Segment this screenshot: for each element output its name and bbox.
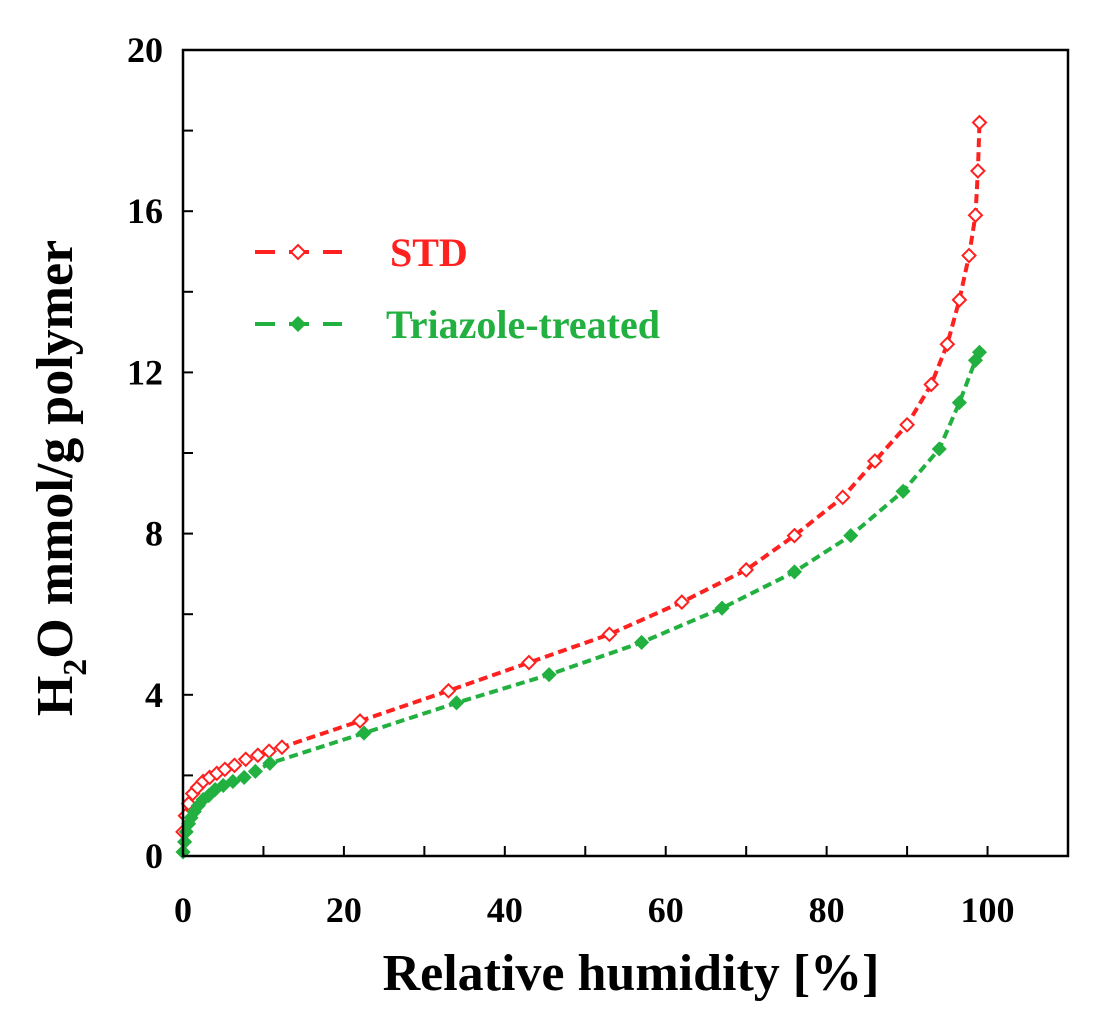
data-point (971, 344, 988, 360)
data-point (236, 769, 252, 785)
data-point (247, 763, 263, 779)
data-point (843, 528, 859, 544)
data-point (262, 755, 278, 771)
x-tick-label: 100 (961, 890, 1015, 930)
data-point (834, 489, 851, 506)
legend-entry: Triazole-treated (255, 302, 660, 347)
data-point (738, 561, 755, 578)
data-point (939, 336, 956, 353)
data-point (923, 376, 940, 393)
data-point (951, 291, 968, 308)
axis-ticks: 0 20 40 60 80 100 0 4 8 12 16 20 (127, 30, 1015, 930)
data-point (177, 834, 193, 850)
x-tick-label: 60 (648, 890, 684, 930)
data-point (951, 395, 967, 411)
data-point (967, 207, 984, 224)
data-point (786, 527, 803, 544)
data-point (274, 739, 290, 756)
y-tick-label: 16 (127, 191, 163, 231)
data-point (673, 594, 690, 611)
y-axis-title-base: H (27, 676, 84, 716)
data-point (440, 682, 457, 699)
data-point (448, 695, 465, 711)
data-point (895, 483, 911, 499)
data-point (971, 114, 988, 131)
data-point (931, 441, 947, 457)
series-triazole-treated (175, 344, 988, 860)
y-axis-title-subscript: 2 (57, 659, 94, 676)
data-point (601, 626, 618, 643)
y-axis-title: H2O mmol/g polymer (27, 240, 94, 716)
legend: STD Triazole-treated (255, 230, 660, 347)
data-point (226, 757, 243, 774)
data-point (352, 713, 368, 729)
y-tick-label: 4 (145, 675, 163, 715)
series-std (175, 114, 988, 840)
x-axis-title: Relative humidity [%] (383, 945, 880, 1002)
y-tick-label: 20 (127, 30, 163, 70)
data-point (225, 773, 241, 790)
data-point (634, 634, 650, 650)
data-point (961, 247, 977, 264)
x-tick-label: 20 (326, 890, 362, 930)
data-point (249, 747, 266, 764)
legend-label: Triazole-treated (386, 302, 660, 347)
y-tick-label: 8 (145, 514, 163, 554)
data-point (969, 162, 986, 179)
legend-marker (289, 243, 307, 261)
data-point (866, 453, 883, 469)
legend-entry: STD (255, 230, 468, 275)
data-point (899, 416, 916, 433)
data-point (356, 725, 372, 741)
data-point (237, 751, 254, 768)
x-tick-label: 40 (487, 890, 523, 930)
x-tick-label: 80 (809, 890, 845, 930)
legend-marker (289, 315, 307, 333)
data-point (714, 600, 730, 616)
legend-label: STD (390, 230, 468, 275)
data-marks (175, 114, 988, 860)
x-tick-label: 0 (174, 890, 192, 930)
y-tick-label: 0 (145, 836, 163, 876)
y-axis-title-rest: O mmol/g polymer (27, 240, 84, 659)
data-point (541, 667, 557, 683)
data-point (786, 564, 803, 580)
y-tick-label: 12 (127, 352, 163, 392)
data-point (521, 654, 537, 671)
